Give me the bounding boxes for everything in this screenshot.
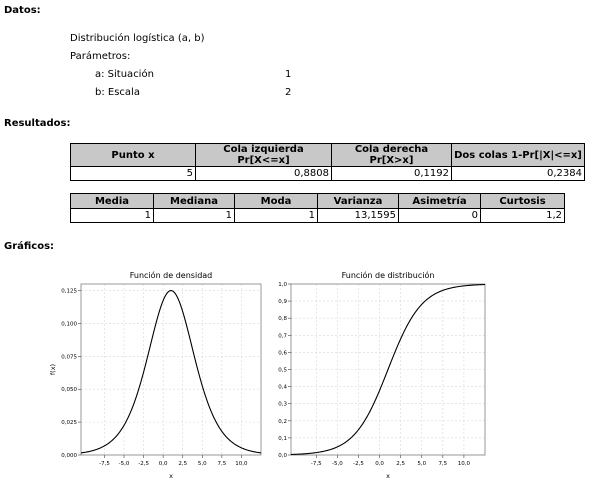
value-curtosis: 1,2 <box>480 208 565 223</box>
y-tick-label: 0,000 <box>61 453 77 459</box>
header-media: Media <box>70 193 154 209</box>
y-tick-label: 0,8 <box>278 316 287 322</box>
value-dos-colas: 0,2384 <box>451 166 585 181</box>
plot-frame <box>80 283 262 456</box>
y-tick-label: 0,025 <box>61 420 77 426</box>
x-axis-label: x <box>169 472 173 478</box>
y-tick-label: 1,0 <box>278 282 287 288</box>
y-tick-label: 0,0 <box>278 453 287 459</box>
y-tick-label: 0,100 <box>61 321 77 327</box>
distribution-name: Distribución logística (a, b) <box>70 33 205 44</box>
distribution-chart: Función de distribución -7,5 -5,0 -2,5 0,0 2,… <box>278 270 486 478</box>
x-tick-label: -2,5 <box>353 461 364 467</box>
value-asimetria: 0 <box>398 208 481 223</box>
x-tick-label: -5,0 <box>119 461 130 467</box>
header-varianza: Varianza <box>317 193 399 209</box>
x-tick-label: -5,0 <box>332 461 343 467</box>
x-tick-label: -7,5 <box>311 461 322 467</box>
header-dos-colas: Dos colas 1-Pr[|X|<=x] <box>451 143 585 167</box>
y-tick-label: 0,6 <box>278 350 287 356</box>
x-axis-label: x <box>386 472 390 478</box>
y-axis-label: f(x) <box>49 364 57 375</box>
header-mediana: Mediana <box>153 193 235 209</box>
y-tick-label: 0,075 <box>61 354 77 360</box>
chart-title: Función de densidad <box>130 270 213 280</box>
x-tick-label: -7,5 <box>99 461 110 467</box>
header-curtosis: Curtosis <box>480 193 565 209</box>
section-datos: Datos: <box>4 5 41 16</box>
table-header-row: Punto x Cola izquierda Pr[X<=x] Cola der… <box>70 143 585 167</box>
y-tick-label: 0,4 <box>278 385 287 391</box>
x-tick-label: -2,5 <box>138 461 149 467</box>
y-tick-label: 0,3 <box>278 402 287 408</box>
y-tick-label: 0,125 <box>61 289 77 295</box>
header-moda: Moda <box>234 193 318 209</box>
y-tick-label: 0,9 <box>278 299 287 305</box>
density-chart: Función de densidad -7,5 -5,0 -2,5 0,0 2,5 5,0… <box>49 270 262 478</box>
value-varianza: 13,1595 <box>317 208 399 223</box>
x-tick-label: 7,5 <box>438 461 447 467</box>
x-tick-label: 7,5 <box>217 461 226 467</box>
y-tick-label: 0,050 <box>61 387 77 393</box>
x-tick-label: 0,0 <box>159 461 168 467</box>
x-tick-label: 2,5 <box>178 461 187 467</box>
table-row: 1 1 1 13,1595 0 1,2 <box>70 208 565 223</box>
table-header-row: Media Mediana Moda Varianza Asimetría Cu… <box>70 193 565 209</box>
header-punto-x: Punto x <box>70 143 196 167</box>
section-graficos: Gráficos: <box>4 241 55 252</box>
value-mediana: 1 <box>153 208 235 223</box>
value-moda: 1 <box>234 208 318 223</box>
moments-table: Media Mediana Moda Varianza Asimetría Cu… <box>70 193 565 223</box>
y-tick-label: 0,5 <box>278 368 287 374</box>
y-tick-label: 0,2 <box>278 419 287 425</box>
chart-title: Función de distribución <box>342 270 435 280</box>
param-b-value: 2 <box>285 87 292 98</box>
probability-table: Punto x Cola izquierda Pr[X<=x] Cola der… <box>70 143 585 181</box>
header-asimetria: Asimetría <box>398 193 481 209</box>
parametros-label: Parámetros: <box>70 51 131 62</box>
series-line <box>80 290 262 454</box>
value-cola-izquierda: 0,8808 <box>195 166 332 181</box>
value-cola-derecha: 0,1192 <box>331 166 452 181</box>
x-tick-label: 5,0 <box>417 461 426 467</box>
x-tick-label: 10,0 <box>458 461 471 467</box>
section-resultados: Resultados: <box>4 118 71 129</box>
series-line <box>290 283 486 456</box>
param-a-value: 1 <box>285 69 292 80</box>
x-tick-label: 10,0 <box>235 461 248 467</box>
value-punto-x: 5 <box>70 166 196 181</box>
value-media: 1 <box>70 208 154 223</box>
header-cola-derecha: Cola derecha Pr[X>x] <box>331 143 452 167</box>
x-tick-label: 2,5 <box>396 461 405 467</box>
x-tick-label: 0,0 <box>375 461 384 467</box>
header-cola-izquierda: Cola izquierda Pr[X<=x] <box>195 143 332 167</box>
y-tick-label: 0,1 <box>278 436 287 442</box>
x-tick-label: 5,0 <box>198 461 207 467</box>
param-a-label: a: Situación <box>95 69 154 80</box>
param-b-label: b: Escala <box>95 87 140 98</box>
y-tick-label: 0,7 <box>278 333 287 339</box>
table-row: 5 0,8808 0,1192 0,2384 <box>70 166 585 181</box>
